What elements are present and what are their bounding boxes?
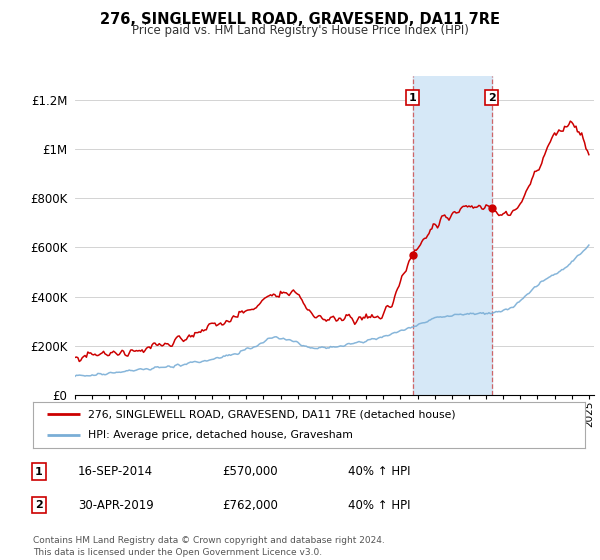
- Text: 1: 1: [409, 93, 416, 102]
- Text: 1: 1: [35, 466, 43, 477]
- Text: HPI: Average price, detached house, Gravesham: HPI: Average price, detached house, Grav…: [88, 430, 353, 440]
- Text: 30-APR-2019: 30-APR-2019: [78, 498, 154, 512]
- Text: £762,000: £762,000: [222, 498, 278, 512]
- Text: 276, SINGLEWELL ROAD, GRAVESEND, DA11 7RE (detached house): 276, SINGLEWELL ROAD, GRAVESEND, DA11 7R…: [88, 409, 456, 419]
- Text: 2: 2: [35, 500, 43, 510]
- Text: £570,000: £570,000: [222, 465, 278, 478]
- Text: 40% ↑ HPI: 40% ↑ HPI: [348, 465, 410, 478]
- Bar: [413, 76, 492, 395]
- Text: Price paid vs. HM Land Registry's House Price Index (HPI): Price paid vs. HM Land Registry's House …: [131, 24, 469, 36]
- Text: Contains HM Land Registry data © Crown copyright and database right 2024.
This d: Contains HM Land Registry data © Crown c…: [33, 536, 385, 557]
- Text: 16-SEP-2014: 16-SEP-2014: [78, 465, 153, 478]
- Text: 40% ↑ HPI: 40% ↑ HPI: [348, 498, 410, 512]
- Text: 2: 2: [488, 93, 496, 102]
- Text: 276, SINGLEWELL ROAD, GRAVESEND, DA11 7RE: 276, SINGLEWELL ROAD, GRAVESEND, DA11 7R…: [100, 12, 500, 27]
